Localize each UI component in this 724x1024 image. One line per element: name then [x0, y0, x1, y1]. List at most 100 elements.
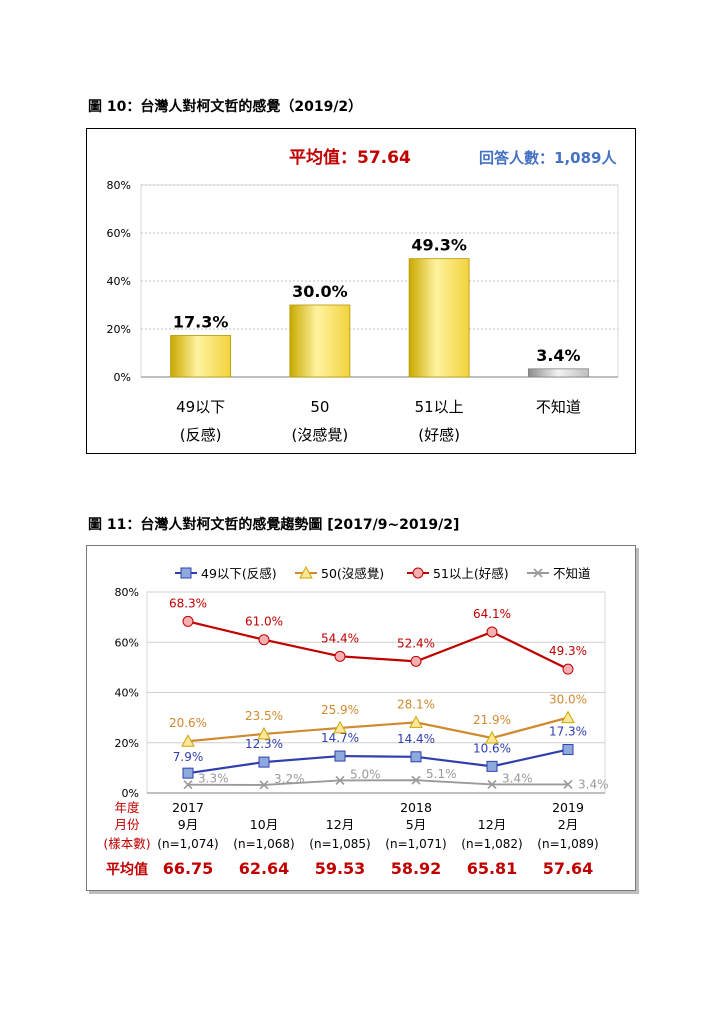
data-label: 10.6%	[473, 741, 511, 755]
data-point	[183, 780, 193, 790]
data-point	[410, 655, 422, 667]
data-point	[411, 775, 421, 785]
figure-11-frame: 0% 20% 40% 60% 80% 49以下(反感) 50(沒感覺) 51以上(好感) 不知道…	[86, 545, 636, 891]
data-point	[258, 634, 270, 646]
bar-value-label: 30.0%	[292, 282, 348, 301]
data-label: 54.4%	[321, 631, 359, 645]
year-label: 2017	[172, 800, 204, 815]
data-label: 28.1%	[397, 697, 435, 711]
data-point	[182, 767, 194, 779]
legend-label: 51以上(好感)	[433, 566, 509, 581]
series-line	[187, 748, 569, 775]
data-label: 21.9%	[473, 713, 511, 727]
legend-label: 不知道	[553, 566, 591, 581]
x-tick-sublabel: (好感)	[418, 426, 460, 444]
bar	[289, 304, 351, 378]
data-point	[259, 780, 269, 790]
data-point	[182, 615, 194, 627]
figure-10-frame: 平均值：57.64 回答人數：1,089人 0% 20% 40% 60% 80% 17.3% 4…	[86, 128, 636, 454]
line-chart: 0% 20% 40% 60% 80% 49以下(反感) 50(沒感覺) 51以上(好感) 不知道…	[103, 565, 609, 878]
data-label: 20.6%	[169, 716, 207, 730]
data-point	[563, 779, 573, 790]
month-label: 2月	[558, 817, 578, 832]
bar-value-label: 3.4%	[536, 346, 580, 365]
month-label: 12月	[478, 817, 506, 832]
data-label: 23.5%	[245, 709, 283, 723]
month-label: 12月	[326, 817, 354, 832]
sample-size-label: (n=1,068)	[233, 837, 294, 851]
data-label: 3.4%	[578, 777, 609, 791]
row-label-year: 年度	[114, 800, 140, 815]
data-point	[561, 710, 575, 724]
data-label: 17.3%	[549, 725, 587, 739]
figure-10-title: 圖 10：台灣人對柯文哲的感覺（2019/2）	[88, 99, 363, 115]
mean-value: 65.81	[467, 859, 518, 878]
data-label: 52.4%	[397, 636, 435, 650]
data-label: 3.3%	[198, 772, 229, 786]
mean-value: 58.92	[391, 859, 442, 878]
data-label: 49.3%	[549, 644, 587, 658]
data-point	[258, 756, 270, 768]
row-label-month: 月份	[114, 817, 140, 832]
y-tick-label: 40%	[115, 687, 139, 700]
series-line	[187, 620, 569, 671]
bar	[527, 368, 589, 378]
bar	[408, 258, 470, 378]
y-tick-label: 60%	[107, 227, 131, 240]
bar	[170, 335, 232, 378]
mean-label: 平均值：57.64	[289, 147, 411, 168]
mean-value: 57.64	[543, 859, 594, 878]
data-point	[485, 730, 499, 744]
legend-label: 49以下(反感)	[201, 566, 277, 581]
bar-chart: 平均值：57.64 回答人數：1,089人 0% 20% 40% 60% 80% 17.3% 4…	[107, 147, 619, 444]
data-label: 25.9%	[321, 703, 359, 717]
data-label: 3.2%	[274, 772, 305, 786]
data-point	[333, 720, 347, 734]
sample-size-label: (n=1,082)	[461, 837, 522, 851]
month-label: 9月	[178, 817, 198, 832]
data-label: 61.0%	[245, 615, 283, 629]
y-tick-label: 80%	[107, 179, 131, 192]
y-tick-label: 80%	[115, 586, 139, 599]
data-point	[487, 779, 497, 790]
year-label: 2019	[552, 800, 584, 815]
y-tick-label: 0%	[114, 371, 131, 384]
figure-11-title: 圖 11：台灣人對柯文哲的感覺趨勢圖 [2017/9~2019/2]	[88, 517, 460, 533]
sample-size-label: (n=1,085)	[309, 837, 370, 851]
data-label: 5.1%	[426, 767, 457, 781]
x-tick-sublabel: (沒感覺)	[292, 426, 349, 444]
sample-size-label: (n=1,071)	[385, 837, 446, 851]
y-tick-label: 60%	[115, 636, 139, 649]
data-point	[486, 760, 498, 772]
row-label-sample: (樣本數)	[103, 836, 150, 851]
data-point	[562, 663, 574, 675]
data-point	[335, 775, 345, 786]
mean-value: 66.75	[163, 859, 214, 878]
x-tick-label: 50	[310, 398, 329, 416]
y-tick-label: 40%	[107, 275, 131, 288]
x-tick-label: 49以下	[176, 398, 225, 416]
data-point	[562, 744, 574, 756]
series-line	[187, 716, 569, 743]
x-tick-label: 不知道	[536, 398, 581, 416]
month-label: 5月	[406, 817, 426, 832]
legend-marker	[299, 565, 313, 579]
x-tick-sublabel: (反感)	[180, 426, 222, 444]
x-tick-label: 51以上	[415, 398, 464, 416]
data-label: 12.3%	[245, 737, 283, 751]
respondents-label: 回答人數：1,089人	[479, 149, 617, 167]
legend-marker	[180, 567, 192, 579]
y-tick-label: 20%	[107, 323, 131, 336]
data-label: 68.3%	[169, 596, 207, 610]
y-tick-label: 0%	[122, 787, 139, 800]
legend-marker	[412, 567, 424, 579]
legend-label: 50(沒感覺)	[321, 566, 384, 581]
data-point	[410, 751, 422, 763]
data-label: 7.9%	[173, 750, 204, 764]
mean-value: 62.64	[239, 859, 290, 878]
bar-value-label: 17.3%	[173, 312, 229, 331]
data-point	[409, 715, 423, 728]
data-point	[334, 650, 346, 662]
bar-value-label: 49.3%	[411, 236, 467, 255]
data-label: 14.7%	[321, 731, 359, 745]
